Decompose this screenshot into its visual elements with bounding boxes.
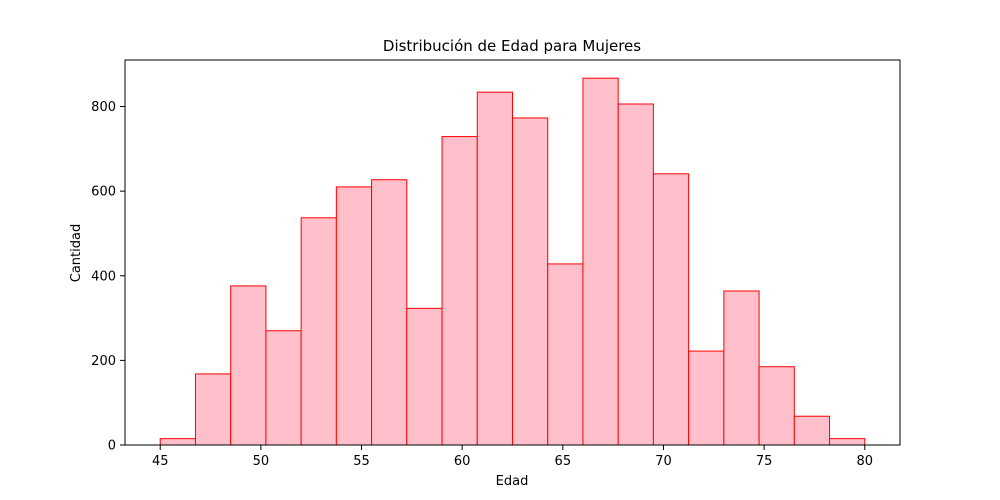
x-axis-ticks: 45 50 55 60 65 70 75 80 (152, 445, 873, 469)
x-tick-label: 55 (353, 454, 370, 469)
chart-title: Distribución de Edad para Mujeres (383, 37, 641, 55)
x-tick-label: 70 (655, 454, 672, 469)
x-tick-label: 60 (454, 454, 471, 469)
histogram-bar (159, 438, 196, 446)
y-tick-label: 600 (91, 185, 116, 200)
y-axis-ticks: 0 200 400 600 800 (91, 100, 125, 454)
histogram-bar (688, 350, 725, 446)
histogram-bar (758, 366, 795, 446)
y-tick-label: 200 (91, 354, 116, 369)
x-axis-label: Edad (496, 474, 529, 489)
x-tick-label: 80 (856, 454, 873, 469)
y-axis-label: Cantidad (69, 224, 84, 282)
y-tick-label: 400 (91, 269, 116, 284)
histogram-bar (476, 91, 514, 446)
histogram-bar (230, 285, 267, 446)
histogram-bar (582, 77, 619, 446)
x-tick-label: 50 (253, 454, 270, 469)
histogram-bar (371, 179, 408, 446)
histogram-bar (335, 186, 373, 446)
histogram-bar (406, 307, 443, 446)
histogram-bar (300, 217, 337, 446)
plot-frame (124, 59, 901, 446)
histogram-bar (441, 136, 478, 446)
histogram-bar (512, 117, 549, 446)
histogram-bar (723, 290, 760, 446)
histogram-bar (652, 173, 690, 446)
histogram-bar (194, 373, 232, 446)
bars-group (159, 77, 866, 446)
histogram-bar (829, 438, 866, 446)
histogram-bar (265, 330, 302, 446)
histogram-bar (617, 103, 654, 446)
x-tick-label: 45 (152, 454, 169, 469)
histogram-bar (547, 263, 584, 446)
y-tick-label: 0 (108, 439, 116, 454)
x-tick-label: 75 (756, 454, 773, 469)
histogram-bar (793, 415, 831, 446)
x-tick-label: 65 (555, 454, 572, 469)
y-tick-label: 800 (91, 100, 116, 115)
